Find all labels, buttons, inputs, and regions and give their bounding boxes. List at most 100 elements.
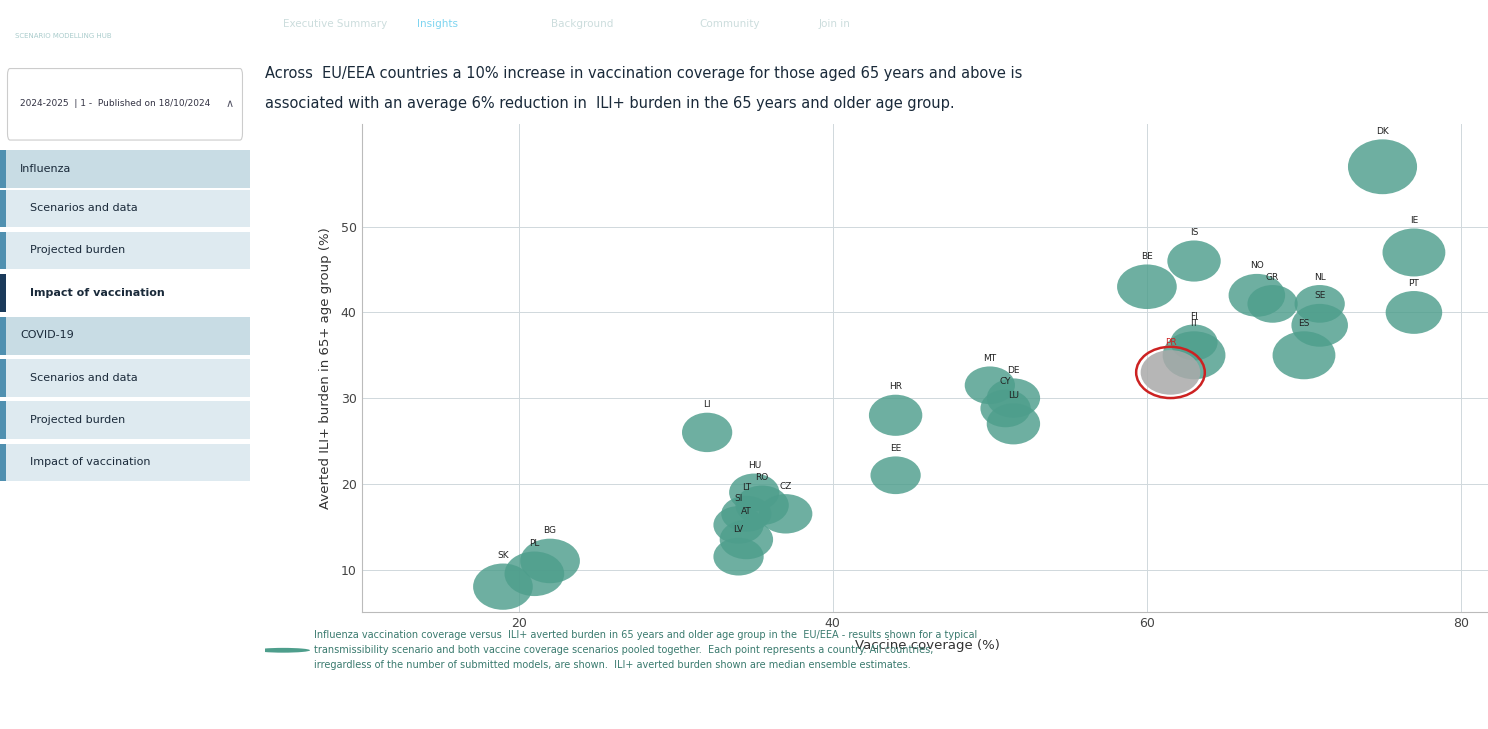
Bar xyxy=(0,190,250,227)
Ellipse shape xyxy=(1272,331,1335,379)
Text: Across  EU/EEA countries a 10% increase in vaccination coverage for those aged 6: Across EU/EEA countries a 10% increase i… xyxy=(265,66,1022,82)
Text: FI: FI xyxy=(1190,312,1198,321)
Ellipse shape xyxy=(504,552,564,596)
Text: SCENARIO MODELLING HUB: SCENARIO MODELLING HUB xyxy=(15,33,112,39)
Bar xyxy=(0,402,6,439)
Bar xyxy=(0,190,6,227)
Text: Influenza: Influenza xyxy=(19,163,71,174)
Text: SI: SI xyxy=(735,494,743,503)
Text: LV: LV xyxy=(734,526,744,534)
Text: DK: DK xyxy=(1376,127,1388,136)
Ellipse shape xyxy=(981,389,1031,427)
Text: PT: PT xyxy=(1409,278,1420,288)
Ellipse shape xyxy=(521,539,580,583)
Bar xyxy=(0,317,6,354)
Text: PL: PL xyxy=(530,539,540,548)
Ellipse shape xyxy=(1229,274,1286,316)
Text: LI: LI xyxy=(704,400,711,409)
Text: SK: SK xyxy=(497,551,509,560)
Text: GR: GR xyxy=(1266,273,1280,281)
Text: CY: CY xyxy=(1000,377,1012,386)
Circle shape xyxy=(256,648,310,652)
Ellipse shape xyxy=(759,494,812,534)
Text: ES: ES xyxy=(1299,319,1309,328)
Ellipse shape xyxy=(987,403,1040,445)
Ellipse shape xyxy=(473,564,533,609)
Text: RESPICOMPASS: RESPICOMPASS xyxy=(15,8,124,21)
X-axis label: Vaccine coverage (%): Vaccine coverage (%) xyxy=(854,639,1000,652)
Ellipse shape xyxy=(964,367,1015,404)
Text: MT: MT xyxy=(984,354,997,363)
Ellipse shape xyxy=(1348,139,1417,194)
Ellipse shape xyxy=(1382,228,1445,276)
Text: Join in: Join in xyxy=(818,19,850,29)
Bar xyxy=(0,150,250,187)
Text: CZ: CZ xyxy=(780,482,792,491)
Bar xyxy=(0,402,250,439)
Text: LU: LU xyxy=(1007,391,1019,399)
Text: ∧: ∧ xyxy=(226,99,234,109)
Ellipse shape xyxy=(1171,324,1217,360)
Text: Background: Background xyxy=(551,19,613,29)
Y-axis label: Averted ILI+ burden in 65+ age group (%): Averted ILI+ burden in 65+ age group (%) xyxy=(320,227,332,509)
Bar xyxy=(0,359,6,397)
Text: IT: IT xyxy=(1190,319,1198,328)
Text: Scenarios and data: Scenarios and data xyxy=(30,203,138,213)
Bar xyxy=(0,274,250,311)
Text: COVID-19: COVID-19 xyxy=(19,330,74,340)
Bar xyxy=(0,150,6,187)
Text: Executive Summary: Executive Summary xyxy=(283,19,387,29)
Text: associated with an average 6% reduction in  ILI+ burden in the 65 years and olde: associated with an average 6% reduction … xyxy=(265,96,954,111)
Text: IS: IS xyxy=(1190,228,1198,237)
Bar xyxy=(0,444,6,481)
Ellipse shape xyxy=(987,378,1040,418)
Ellipse shape xyxy=(722,496,772,532)
Text: SE: SE xyxy=(1314,292,1326,300)
Text: HR: HR xyxy=(890,382,902,391)
Ellipse shape xyxy=(735,486,789,525)
Ellipse shape xyxy=(1385,291,1442,334)
Ellipse shape xyxy=(720,520,774,559)
Ellipse shape xyxy=(1117,265,1177,309)
Text: Insights: Insights xyxy=(417,19,458,29)
Ellipse shape xyxy=(713,506,763,544)
Text: AT: AT xyxy=(741,507,751,516)
Ellipse shape xyxy=(729,474,780,511)
Text: NO: NO xyxy=(1250,262,1263,270)
Text: Community: Community xyxy=(699,19,760,29)
Ellipse shape xyxy=(869,394,923,436)
Text: LT: LT xyxy=(743,483,751,492)
Ellipse shape xyxy=(1247,285,1298,323)
Bar xyxy=(0,444,250,481)
Bar xyxy=(0,274,6,311)
Ellipse shape xyxy=(1295,285,1345,323)
Ellipse shape xyxy=(682,413,732,452)
Ellipse shape xyxy=(1162,331,1226,379)
Text: BE: BE xyxy=(1141,252,1153,261)
Ellipse shape xyxy=(713,538,763,575)
Text: BG: BG xyxy=(543,526,557,535)
Text: RO: RO xyxy=(756,473,769,482)
Text: IE: IE xyxy=(1409,216,1418,225)
Text: DE: DE xyxy=(1007,366,1019,375)
Ellipse shape xyxy=(1292,304,1348,347)
Text: Projected burden: Projected burden xyxy=(30,246,125,255)
Text: i: i xyxy=(281,645,286,655)
Text: PR: PR xyxy=(1165,338,1177,347)
FancyBboxPatch shape xyxy=(7,69,243,140)
Ellipse shape xyxy=(870,456,921,494)
Ellipse shape xyxy=(1167,241,1220,281)
Bar xyxy=(0,232,250,270)
Bar xyxy=(0,359,250,397)
Text: Projected burden: Projected burden xyxy=(30,415,125,425)
Text: Impact of vaccination: Impact of vaccination xyxy=(30,287,165,297)
Text: NL: NL xyxy=(1314,273,1326,281)
Text: Scenarios and data: Scenarios and data xyxy=(30,373,138,383)
Text: HU: HU xyxy=(747,461,760,470)
Bar xyxy=(0,317,250,354)
Text: 2024-2025  | 1 -  Published on 18/10/2024: 2024-2025 | 1 - Published on 18/10/2024 xyxy=(19,99,210,109)
Text: Impact of vaccination: Impact of vaccination xyxy=(30,457,150,467)
Text: Influenza vaccination coverage versus  ILI+ averted burden in 65 years and older: Influenza vaccination coverage versus IL… xyxy=(314,631,978,670)
Text: EE: EE xyxy=(890,444,902,453)
Ellipse shape xyxy=(1141,350,1201,394)
